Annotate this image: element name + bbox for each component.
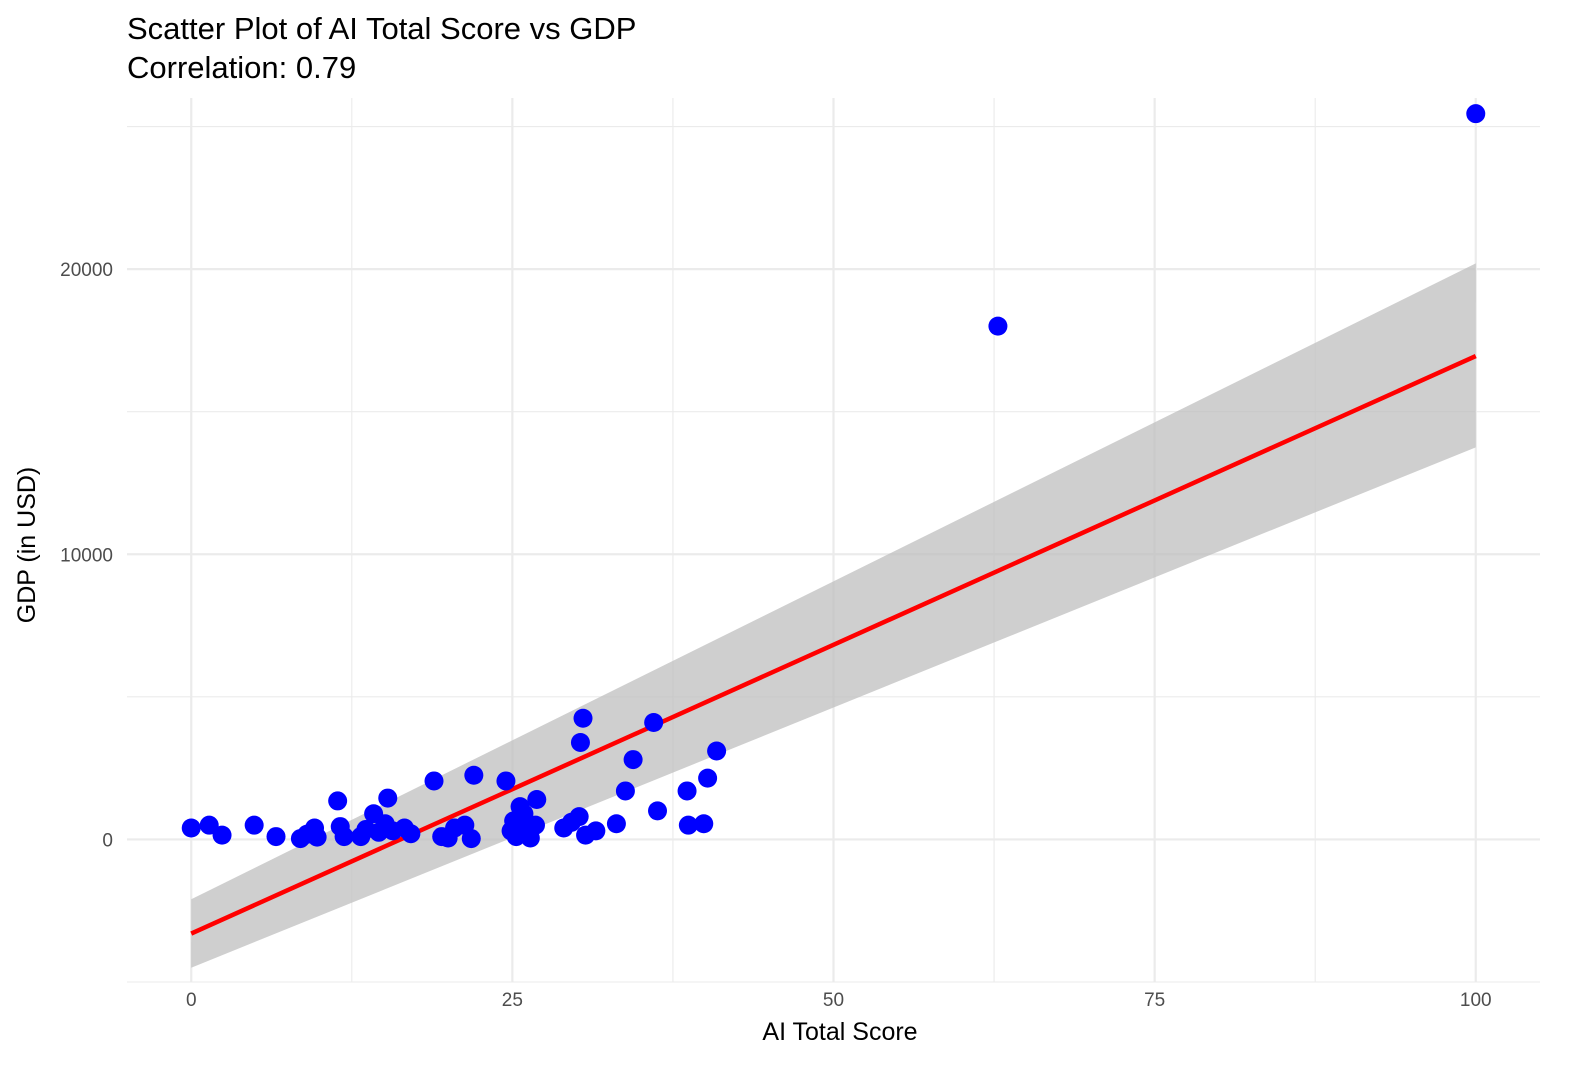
data-point [586, 821, 606, 841]
y-tick-label: 10000 [60, 545, 113, 566]
data-point [212, 825, 232, 845]
data-point [573, 708, 593, 728]
data-point [199, 815, 219, 835]
data-point [334, 827, 354, 847]
data-point [570, 732, 590, 752]
data-point [1466, 104, 1486, 124]
data-point [378, 788, 398, 808]
chart-title-block: Scatter Plot of AI Total Score vs GDP Co… [127, 11, 636, 85]
data-point [328, 791, 348, 811]
data-point [678, 815, 698, 835]
data-point [181, 818, 201, 838]
data-point [424, 771, 444, 791]
data-point [698, 768, 718, 788]
chart-title: Scatter Plot of AI Total Score vs GDP [127, 11, 636, 46]
data-point [266, 827, 286, 847]
x-tick-label: 100 [1460, 990, 1492, 1011]
x-axis-tick-labels: 0 25 50 75 100 [186, 990, 1492, 1011]
data-point [307, 827, 327, 847]
data-points [181, 104, 1486, 849]
y-tick-label: 0 [102, 830, 113, 851]
confidence-band [191, 263, 1476, 968]
y-axis-tick-labels: 0 10000 20000 [60, 260, 113, 851]
chart-subtitle: Correlation: 0.79 [127, 50, 356, 85]
data-point [707, 741, 727, 761]
data-point [527, 789, 547, 809]
x-tick-label: 75 [1144, 990, 1165, 1011]
x-tick-label: 0 [186, 990, 197, 1011]
data-point [464, 765, 484, 785]
data-point [496, 771, 516, 791]
y-axis-title: GDP (in USD) [13, 467, 41, 624]
data-point [461, 829, 481, 849]
x-axis-title: AI Total Score [762, 1018, 917, 1046]
data-point [648, 801, 668, 821]
data-point [623, 750, 643, 770]
y-tick-label: 20000 [60, 260, 113, 281]
data-point [569, 807, 589, 827]
data-point [525, 815, 545, 835]
data-point [615, 781, 635, 801]
data-point [244, 815, 264, 835]
data-point [514, 804, 534, 824]
x-tick-label: 25 [502, 990, 523, 1011]
confidence-band-layer [191, 263, 1476, 968]
data-point [677, 781, 697, 801]
x-tick-label: 50 [823, 990, 844, 1011]
data-point [694, 814, 714, 834]
data-point [401, 824, 421, 844]
data-point [988, 316, 1008, 336]
data-point [644, 713, 664, 733]
data-point [606, 814, 626, 834]
